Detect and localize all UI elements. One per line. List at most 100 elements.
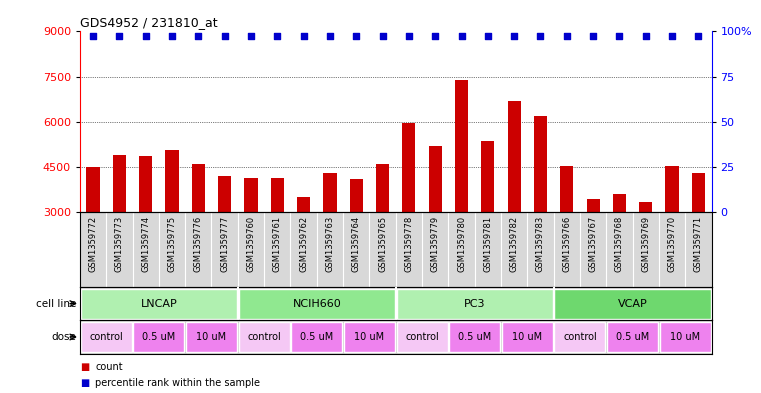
Text: GSM1359770: GSM1359770 bbox=[667, 216, 677, 272]
Bar bbox=[186, 322, 237, 352]
Point bbox=[561, 33, 573, 39]
Bar bbox=[344, 322, 395, 352]
Text: GSM1359771: GSM1359771 bbox=[694, 216, 703, 272]
Text: GSM1359780: GSM1359780 bbox=[457, 216, 466, 272]
Bar bbox=[271, 178, 284, 212]
Text: ■: ■ bbox=[80, 378, 89, 388]
Text: ■: ■ bbox=[80, 362, 89, 373]
Point bbox=[245, 33, 257, 39]
Text: GSM1359768: GSM1359768 bbox=[615, 216, 624, 272]
Text: NCIH660: NCIH660 bbox=[292, 299, 341, 309]
Text: GSM1359767: GSM1359767 bbox=[588, 216, 597, 272]
Bar bbox=[449, 322, 500, 352]
Bar bbox=[396, 322, 447, 352]
Point bbox=[113, 33, 126, 39]
Bar bbox=[192, 164, 205, 212]
Bar bbox=[607, 322, 658, 352]
Text: GSM1359779: GSM1359779 bbox=[431, 216, 440, 272]
Text: GSM1359763: GSM1359763 bbox=[326, 216, 334, 272]
Bar bbox=[560, 165, 573, 212]
Text: 10 uM: 10 uM bbox=[196, 332, 227, 342]
Text: GSM1359781: GSM1359781 bbox=[483, 216, 492, 272]
Text: 0.5 uM: 0.5 uM bbox=[142, 332, 176, 342]
Text: 0.5 uM: 0.5 uM bbox=[458, 332, 492, 342]
Bar bbox=[139, 156, 152, 212]
Text: VCAP: VCAP bbox=[618, 299, 648, 309]
Text: GSM1359772: GSM1359772 bbox=[88, 216, 97, 272]
Text: GSM1359778: GSM1359778 bbox=[404, 216, 413, 272]
Text: LNCAP: LNCAP bbox=[141, 299, 177, 309]
Text: percentile rank within the sample: percentile rank within the sample bbox=[95, 378, 260, 388]
Text: GSM1359766: GSM1359766 bbox=[562, 216, 572, 272]
Bar bbox=[501, 322, 552, 352]
Bar bbox=[133, 322, 184, 352]
Text: GSM1359783: GSM1359783 bbox=[536, 216, 545, 272]
Point bbox=[455, 33, 467, 39]
Point bbox=[693, 33, 705, 39]
Text: GSM1359761: GSM1359761 bbox=[272, 216, 282, 272]
Point bbox=[193, 33, 205, 39]
Bar bbox=[403, 123, 416, 212]
Text: control: control bbox=[563, 332, 597, 342]
Text: GSM1359762: GSM1359762 bbox=[299, 216, 308, 272]
Bar bbox=[376, 164, 389, 212]
Point bbox=[166, 33, 178, 39]
Point bbox=[377, 33, 389, 39]
Bar bbox=[396, 288, 552, 319]
Bar bbox=[291, 322, 342, 352]
Bar bbox=[508, 101, 521, 212]
Bar bbox=[481, 141, 495, 212]
Point bbox=[218, 33, 231, 39]
Text: GDS4952 / 231810_at: GDS4952 / 231810_at bbox=[80, 16, 218, 29]
Bar bbox=[428, 146, 442, 212]
Bar bbox=[534, 116, 547, 212]
Point bbox=[139, 33, 151, 39]
Point bbox=[87, 33, 99, 39]
Point bbox=[403, 33, 415, 39]
Bar bbox=[165, 151, 179, 212]
Bar bbox=[555, 322, 606, 352]
Bar bbox=[239, 288, 395, 319]
Bar bbox=[555, 288, 711, 319]
Point bbox=[666, 33, 678, 39]
Text: cell line: cell line bbox=[36, 299, 76, 309]
Point bbox=[429, 33, 441, 39]
Text: control: control bbox=[247, 332, 281, 342]
Text: dose: dose bbox=[51, 332, 76, 342]
Bar bbox=[87, 167, 100, 212]
Bar bbox=[218, 176, 231, 212]
Bar bbox=[81, 322, 132, 352]
Text: count: count bbox=[95, 362, 123, 373]
Bar bbox=[244, 178, 257, 212]
Point bbox=[298, 33, 310, 39]
Text: GSM1359774: GSM1359774 bbox=[142, 216, 150, 272]
Text: GSM1359776: GSM1359776 bbox=[194, 216, 203, 272]
Bar bbox=[692, 173, 705, 212]
Point bbox=[324, 33, 336, 39]
Text: GSM1359765: GSM1359765 bbox=[378, 216, 387, 272]
Bar bbox=[81, 288, 237, 319]
Point bbox=[271, 33, 283, 39]
Bar bbox=[613, 194, 626, 212]
Bar bbox=[323, 173, 336, 212]
Text: PC3: PC3 bbox=[464, 299, 486, 309]
Text: GSM1359764: GSM1359764 bbox=[352, 216, 361, 272]
Bar bbox=[297, 197, 310, 212]
Point bbox=[350, 33, 362, 39]
Text: GSM1359782: GSM1359782 bbox=[510, 216, 519, 272]
Text: GSM1359775: GSM1359775 bbox=[167, 216, 177, 272]
Bar bbox=[349, 179, 363, 212]
Bar bbox=[455, 80, 468, 212]
Text: GSM1359773: GSM1359773 bbox=[115, 216, 124, 272]
Bar bbox=[639, 202, 652, 212]
Point bbox=[587, 33, 599, 39]
Text: 0.5 uM: 0.5 uM bbox=[300, 332, 333, 342]
Bar bbox=[239, 322, 290, 352]
Point bbox=[640, 33, 652, 39]
Text: 10 uM: 10 uM bbox=[512, 332, 543, 342]
Bar bbox=[113, 155, 126, 212]
Point bbox=[482, 33, 494, 39]
Text: 10 uM: 10 uM bbox=[355, 332, 384, 342]
Bar bbox=[587, 198, 600, 212]
Text: GSM1359769: GSM1359769 bbox=[642, 216, 650, 272]
